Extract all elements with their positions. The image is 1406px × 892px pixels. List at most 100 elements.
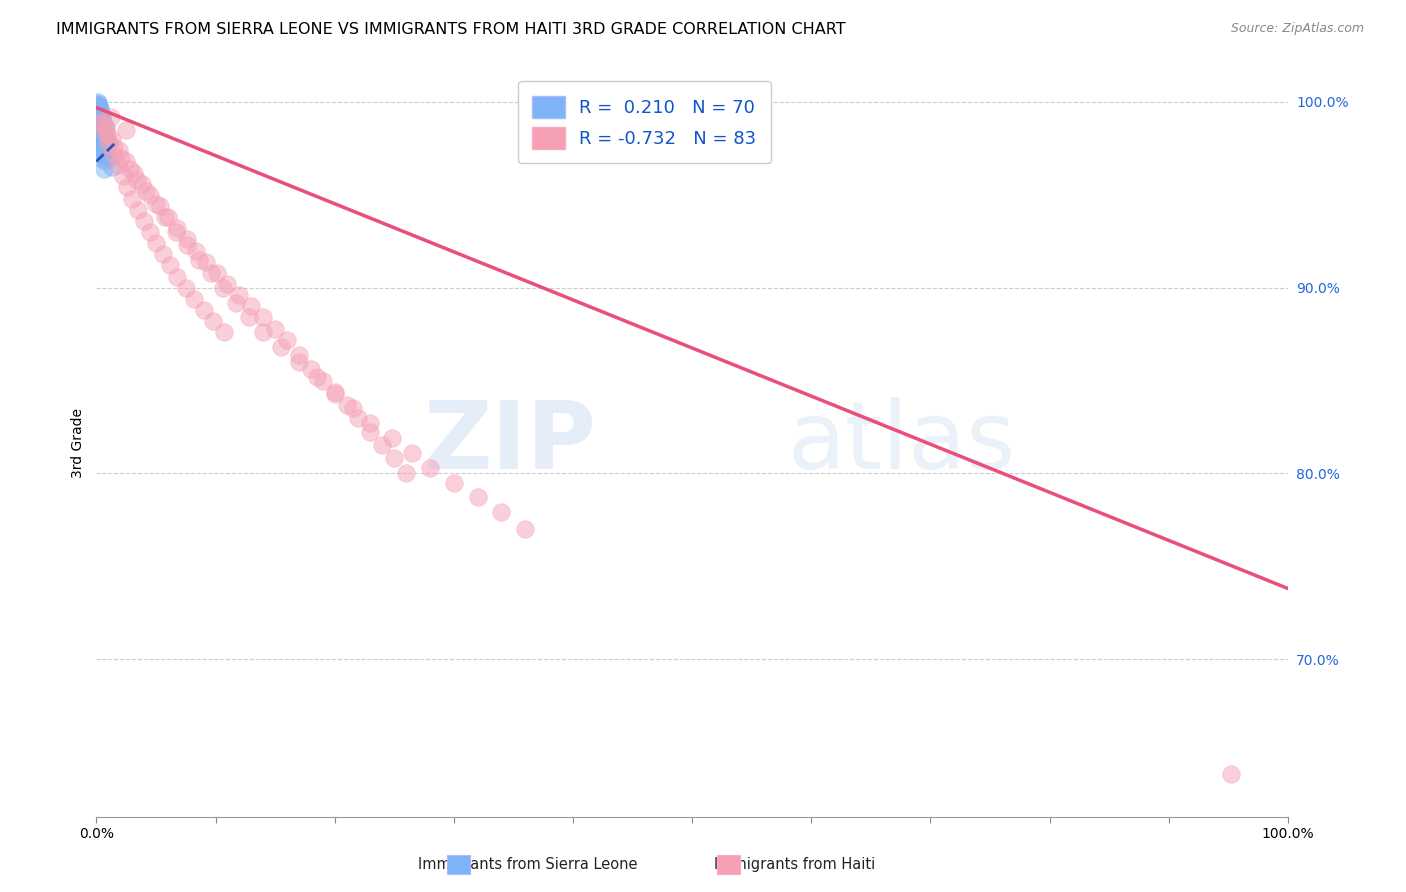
Point bbox=[93, 132, 115, 146]
Point bbox=[288, 355, 311, 369]
Point bbox=[115, 154, 138, 169]
Point bbox=[89, 136, 111, 150]
Point bbox=[89, 104, 111, 119]
Point bbox=[91, 110, 114, 124]
Point bbox=[299, 362, 322, 376]
Point bbox=[97, 136, 120, 150]
Point bbox=[91, 117, 114, 131]
Point bbox=[103, 139, 125, 153]
Point bbox=[87, 106, 110, 120]
Point bbox=[91, 147, 114, 161]
Point bbox=[87, 112, 110, 126]
Point bbox=[87, 103, 110, 117]
Point bbox=[100, 110, 122, 124]
Point bbox=[89, 103, 111, 117]
Text: atlas: atlas bbox=[787, 397, 1015, 489]
Point bbox=[96, 141, 118, 155]
Point bbox=[89, 108, 111, 122]
Point bbox=[125, 173, 148, 187]
Point bbox=[89, 108, 111, 122]
Point bbox=[93, 154, 115, 169]
Point bbox=[94, 137, 117, 152]
Point bbox=[159, 258, 181, 272]
Text: Source: ZipAtlas.com: Source: ZipAtlas.com bbox=[1230, 22, 1364, 36]
Point bbox=[252, 325, 274, 339]
Point bbox=[101, 147, 124, 161]
Point bbox=[211, 280, 233, 294]
Point bbox=[152, 247, 174, 261]
Point bbox=[97, 134, 120, 148]
Point bbox=[87, 108, 110, 122]
Point bbox=[359, 416, 381, 430]
Point bbox=[491, 505, 513, 519]
Point bbox=[90, 113, 112, 128]
Point bbox=[205, 266, 228, 280]
Point bbox=[89, 128, 111, 143]
Point bbox=[121, 192, 143, 206]
Point bbox=[382, 451, 405, 466]
Point bbox=[264, 321, 287, 335]
Point bbox=[87, 104, 110, 119]
Point bbox=[174, 280, 197, 294]
Point bbox=[89, 106, 111, 120]
Point bbox=[86, 103, 108, 117]
Point bbox=[90, 151, 112, 165]
Point bbox=[371, 438, 394, 452]
Point bbox=[240, 299, 263, 313]
Point bbox=[183, 292, 205, 306]
Point bbox=[96, 128, 118, 143]
Point bbox=[93, 161, 115, 176]
Point bbox=[86, 98, 108, 112]
Point bbox=[443, 475, 465, 490]
Point bbox=[193, 302, 215, 317]
Point bbox=[89, 106, 111, 120]
Point bbox=[166, 221, 188, 235]
Point bbox=[217, 277, 239, 291]
Point bbox=[515, 522, 537, 536]
Point bbox=[93, 132, 115, 146]
Point bbox=[90, 123, 112, 137]
Y-axis label: 3rd Grade: 3rd Grade bbox=[72, 408, 86, 478]
Point bbox=[93, 130, 115, 145]
Point bbox=[87, 106, 110, 120]
Point bbox=[132, 214, 155, 228]
Point bbox=[238, 310, 260, 325]
Point bbox=[419, 460, 441, 475]
Point bbox=[87, 127, 110, 141]
Text: Immigrants from Haiti: Immigrants from Haiti bbox=[714, 857, 875, 872]
Point bbox=[86, 96, 108, 111]
Point bbox=[145, 236, 167, 251]
Point bbox=[117, 180, 139, 194]
Point bbox=[148, 199, 170, 213]
Point bbox=[86, 96, 108, 111]
Point bbox=[165, 225, 187, 239]
Point bbox=[118, 161, 141, 176]
Point bbox=[101, 160, 124, 174]
Point bbox=[312, 374, 335, 388]
Point bbox=[176, 232, 198, 246]
Point bbox=[127, 202, 149, 217]
Point bbox=[91, 139, 114, 153]
Point bbox=[93, 128, 115, 143]
Point bbox=[91, 115, 114, 129]
Point bbox=[86, 101, 108, 115]
Point bbox=[90, 139, 112, 153]
Point bbox=[86, 98, 108, 112]
Point bbox=[91, 112, 114, 126]
Point bbox=[347, 410, 370, 425]
Point bbox=[89, 101, 111, 115]
Point bbox=[467, 491, 489, 505]
Point bbox=[94, 120, 117, 135]
Point bbox=[395, 467, 418, 481]
Point bbox=[90, 125, 112, 139]
Point bbox=[359, 425, 381, 440]
Point bbox=[87, 117, 110, 131]
Point bbox=[90, 113, 112, 128]
Point bbox=[93, 145, 115, 160]
Point bbox=[155, 210, 177, 224]
Point bbox=[98, 151, 121, 165]
Point bbox=[87, 113, 110, 128]
Point bbox=[90, 120, 112, 135]
Point bbox=[89, 113, 111, 128]
Point bbox=[166, 269, 188, 284]
